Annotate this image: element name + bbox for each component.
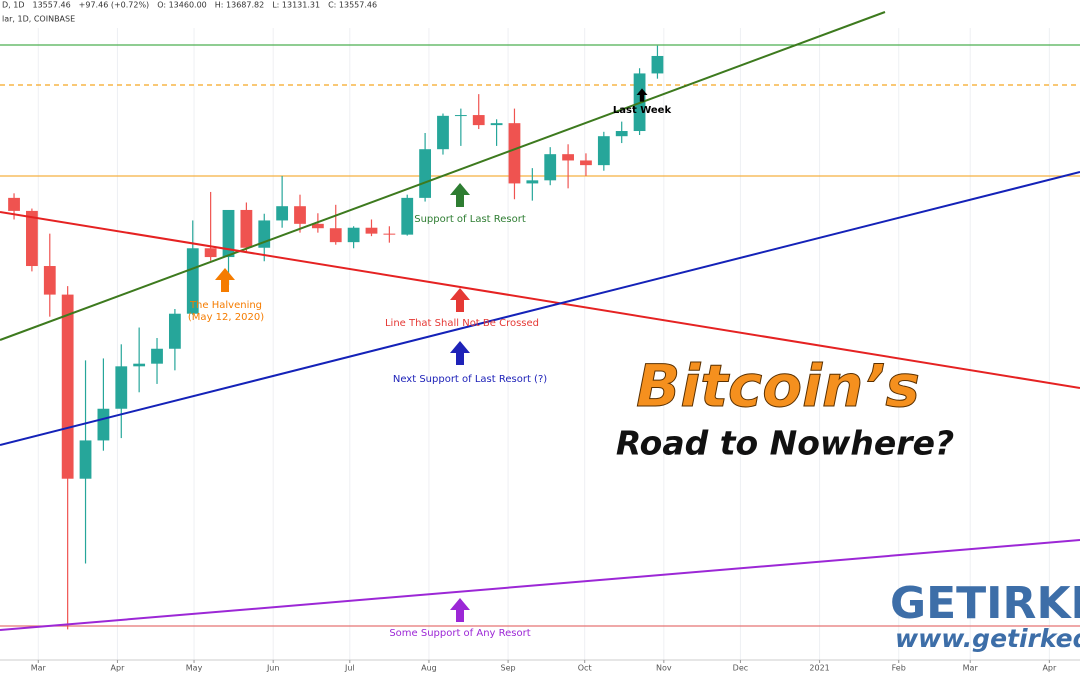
candle-body: [151, 348, 163, 364]
candle-body: [597, 136, 610, 166]
x-tick-label: Sep: [501, 664, 516, 673]
annotation-arrow: [450, 288, 470, 312]
x-tick-label: Apr: [1042, 664, 1057, 673]
annotation-label: Next Support of Last Resort (?): [393, 374, 547, 385]
candle-body: [294, 206, 306, 224]
trend-line: [0, 211, 1080, 389]
candle-body: [562, 154, 574, 161]
trend-line: [0, 11, 886, 341]
candle-body: [526, 180, 539, 184]
header-item: H: 13687.82: [215, 1, 264, 10]
header-item: O: 13460.00: [157, 1, 207, 10]
candle-body: [258, 220, 271, 248]
candle-body: [168, 313, 181, 349]
trend-line: [0, 171, 1080, 446]
candle-body: [401, 197, 414, 235]
annotation-label: The Halvening: [189, 300, 262, 311]
candles: [8, 45, 664, 630]
subheader: lar, 1D, COINBASE: [2, 15, 75, 24]
candle-body: [79, 440, 92, 479]
header-item: +97.46 (+0.72%): [79, 1, 150, 10]
trend-line: [0, 539, 1080, 631]
headline: Road to Nowhere?: [616, 424, 954, 463]
trend-lines: [0, 11, 1080, 631]
brand-logo: GETIRKED: [890, 578, 1080, 629]
candle-body: [419, 149, 432, 198]
headline: Bitcoin’s: [636, 352, 920, 420]
candle-body: [276, 206, 289, 221]
x-tick-label: Nov: [656, 664, 672, 673]
candle-body: [311, 223, 324, 229]
x-tick-label: Mar: [31, 664, 47, 673]
annotation-label: (May 12, 2020): [188, 312, 264, 323]
header-item: D, 1D: [2, 1, 25, 10]
annotations: Last Week Support of Last Resort The Halve…: [188, 88, 672, 639]
header: D, 1D 13557.46 +97.46 (+0.72%) O: 13460.00 H…: [2, 1, 377, 10]
x-tick-label: Aug: [421, 664, 437, 673]
candle-body: [472, 115, 485, 126]
x-tick-label: 2021: [809, 664, 829, 673]
header-item: L: 13131.31: [272, 1, 320, 10]
x-tick-label: Jul: [344, 664, 355, 673]
x-tick-label: May: [186, 664, 203, 673]
annotation-label: Some Support of Any Resort: [389, 628, 530, 639]
candle-body: [115, 366, 128, 409]
candle-body: [97, 408, 110, 441]
candle-body: [383, 233, 396, 235]
candle-body: [544, 154, 557, 181]
candle-body: [43, 266, 56, 295]
candle-body: [186, 248, 199, 314]
candle-body: [204, 248, 217, 258]
annotation-arrow: [450, 341, 470, 365]
candle-body: [365, 227, 378, 234]
x-tick-label: Jun: [266, 664, 280, 673]
candle-body: [615, 131, 628, 137]
annotation-label: Line That Shall Not Be Crossed: [385, 318, 539, 329]
candle-body: [651, 55, 664, 74]
trend-lines: [0, 44, 1080, 627]
candle-body: [26, 210, 38, 267]
x-tick-label: Dec: [733, 664, 748, 673]
x-tick-label: Apr: [111, 664, 126, 673]
candle-body: [454, 115, 467, 117]
brand-url: www.getirked.co: [895, 624, 1080, 653]
grid: [37, 28, 1050, 660]
candle-body: [580, 160, 592, 166]
candle-body: [437, 115, 449, 150]
annotation-arrow: [450, 183, 470, 207]
x-tick-label: Mar: [963, 664, 979, 673]
annotation-label: Support of Last Resort: [414, 214, 526, 225]
x-tick-label: Oct: [578, 664, 592, 673]
x-tick-label: Feb: [892, 664, 906, 673]
header-item: C: 13557.46: [328, 1, 377, 10]
candle-body: [329, 228, 342, 243]
candle-body: [222, 209, 235, 258]
candle-body: [508, 123, 521, 184]
candle-body: [490, 123, 503, 126]
annotation-label: Last Week: [613, 105, 672, 116]
annotation-arrow: [636, 88, 648, 102]
candle-body: [61, 294, 74, 479]
annotation-arrow: [215, 268, 235, 292]
header-item: 13557.46: [33, 1, 71, 10]
candle-body: [133, 363, 146, 367]
candle-body: [347, 227, 360, 243]
candle-body: [240, 209, 253, 248]
candle-body: [8, 197, 20, 211]
annotation-arrow: [450, 598, 470, 622]
